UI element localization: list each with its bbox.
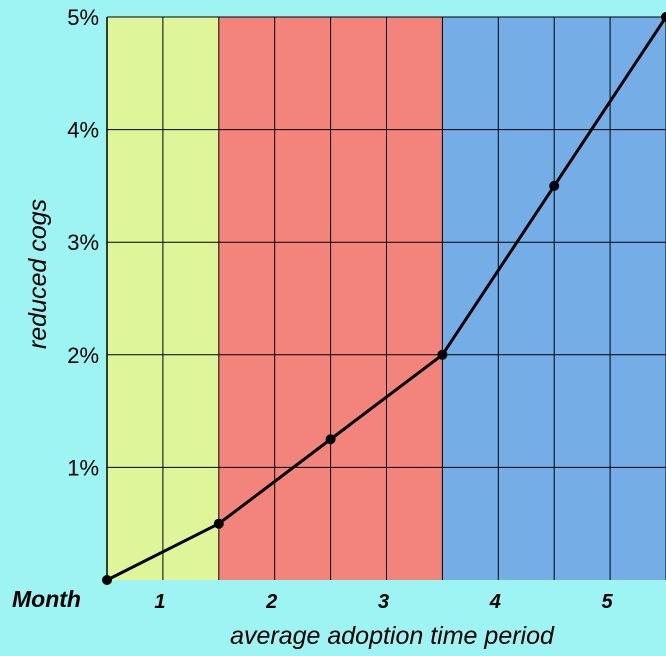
data-point-2 xyxy=(213,518,224,529)
x-prefix-label: Month xyxy=(12,586,81,612)
x-axis-title: average adoption time period xyxy=(230,622,555,650)
data-point-1 xyxy=(102,575,112,585)
y-tick-label: 1% xyxy=(67,455,99,480)
grid-lines xyxy=(106,16,666,580)
y-axis-title: reduced cogs xyxy=(24,199,52,349)
x-tick-label: 4 xyxy=(489,591,501,613)
data-point-6 xyxy=(661,12,666,22)
x-tick-label: 3 xyxy=(378,591,389,613)
x-tick-label: 5 xyxy=(602,591,614,613)
x-tick-label: 2 xyxy=(265,591,277,613)
y-tick-label: 4% xyxy=(67,118,99,143)
data-point-4 xyxy=(437,349,448,360)
data-point-5 xyxy=(549,180,560,191)
y-tick-labels: 1% 2% 3% 4% 5% xyxy=(67,5,99,480)
series-line xyxy=(106,16,666,582)
y-tick-label: 3% xyxy=(67,230,99,255)
y-tick-label: 2% xyxy=(67,343,99,368)
x-tick-labels: 1 2 3 4 5 xyxy=(154,591,613,613)
x-tick-label: 1 xyxy=(154,591,165,613)
data-point-3 xyxy=(325,434,336,445)
y-tick-label: 5% xyxy=(67,5,99,30)
series-line-group xyxy=(102,12,666,585)
